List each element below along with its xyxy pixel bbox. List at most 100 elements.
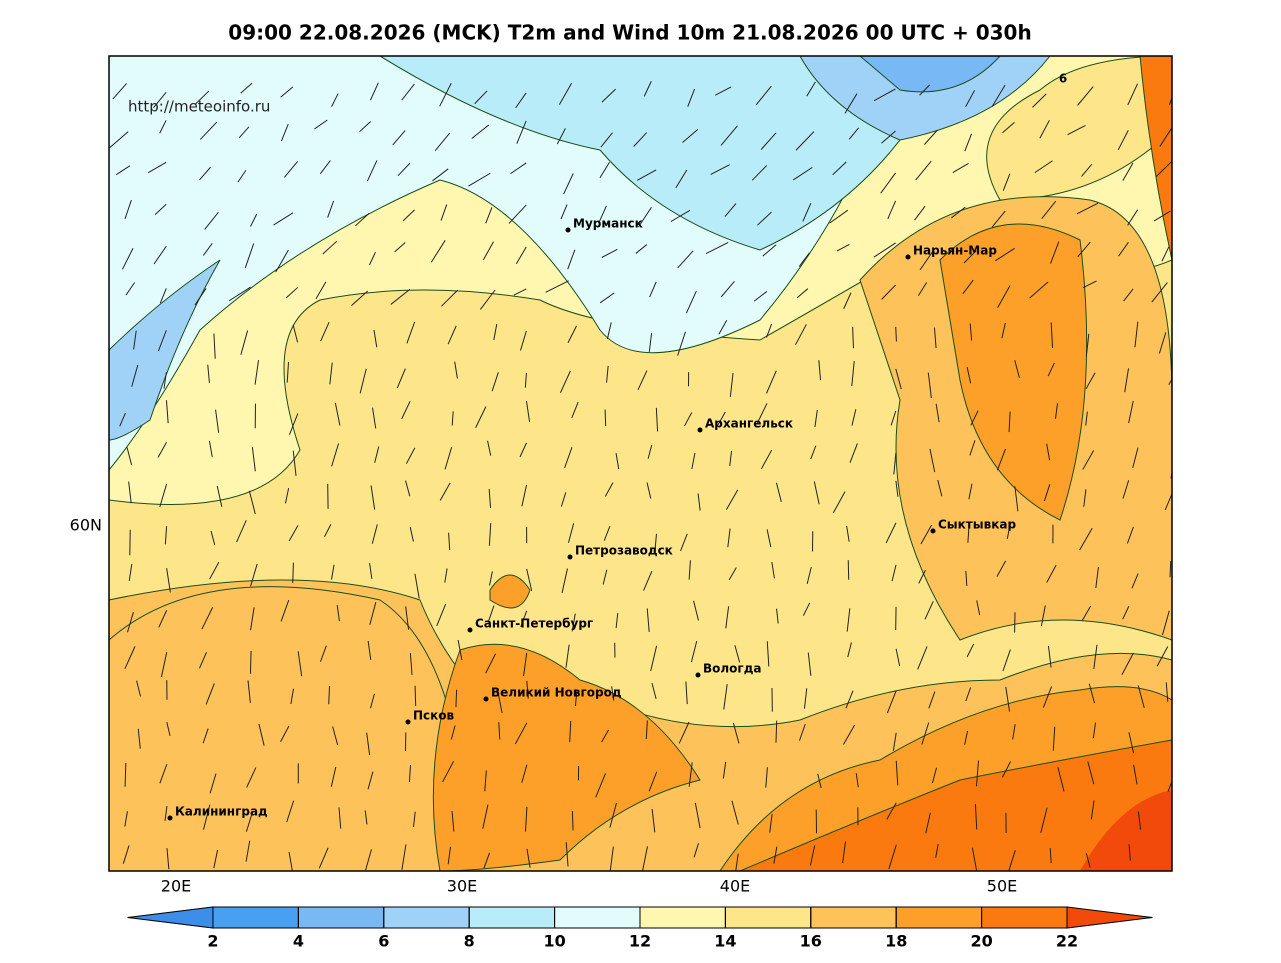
wind-barb [682,129,699,143]
city-label: Мурманск [573,217,643,231]
wind-barb [159,484,168,508]
wind-barb [482,241,494,261]
lat-label: 60N [70,516,102,535]
wind-barb [677,250,694,269]
wind-barb [245,840,251,862]
wind-barb [258,723,265,746]
wind-barb [450,725,456,740]
colorbar-label: 20 [970,932,992,951]
wind-barb [414,573,420,599]
wind-barb [248,490,256,515]
wind-barb [873,88,896,102]
wind-barb [969,440,976,456]
wind-barb [372,407,377,429]
colorbar-band [639,906,726,929]
colorbar-band [895,906,983,929]
wind-barb [718,319,728,335]
wind-barb [1032,93,1047,108]
wind-barb [1085,372,1096,390]
wind-barb [288,851,293,871]
wind-barb [158,609,168,628]
wind-barb [766,323,773,338]
wind-barb [374,446,380,463]
colorbar-label: 14 [714,932,736,951]
wind-barb [885,522,897,544]
wind-barb [439,83,452,107]
wind-barb [1049,848,1052,864]
wind-barb [285,287,299,299]
lon-label: 20E [161,877,191,896]
wind-barb [488,488,492,508]
wind-barb [643,81,652,97]
wind-barb [521,764,528,783]
wind-barb [128,563,133,582]
wind-barb [843,724,856,745]
wind-barb [560,492,567,507]
wind-barb [1169,560,1172,578]
wind-barb [131,364,139,387]
wind-barb [725,606,730,629]
wind-barb [843,292,852,309]
wind-barb [1079,527,1093,551]
wind-barb [195,90,210,105]
wind-barb [601,88,616,103]
wind-barb [1085,411,1088,426]
wind-barb [498,722,501,740]
wind-barb [694,802,701,829]
wind-barb [937,479,943,497]
wind-barb [153,245,167,265]
wind-barb [795,324,807,346]
wind-barb [1050,322,1054,348]
wind-barb [611,686,615,701]
wind-barb [637,370,648,391]
wind-barb [331,93,339,107]
wind-barb [161,652,168,678]
wind-barb [444,447,453,470]
wind-barb [194,288,207,306]
wind-barb [724,203,737,217]
wind-barb [254,360,260,385]
wind-barb [286,800,295,823]
wind-barb [798,723,806,741]
wind-barb [965,90,976,107]
title: 09:00 22.08.2026 (MCK) T2m and Wind 10m … [228,21,1031,45]
wind-barb [635,244,648,254]
wind-barb [929,448,936,473]
wind-barb [1008,411,1011,433]
wind-barb [846,608,851,632]
contour-label: 6 [1059,72,1067,86]
wind-barb [124,199,132,219]
wind-barb [951,206,966,219]
temperature-field [109,56,1172,871]
wind-barb [371,524,378,544]
wind-barb [836,243,850,252]
wind-barb [609,846,614,871]
colorbar-label: 12 [629,932,651,951]
wind-barb [1137,811,1142,830]
wind-barb [525,806,528,832]
wind-barb [1085,333,1090,357]
wind-barb [216,485,223,507]
wind-barb [1088,683,1096,704]
wind-barb [645,720,648,740]
wind-barb [432,168,449,182]
wind-barb [809,845,816,866]
city-label: Вологда [703,662,761,676]
wind-barb [729,450,733,467]
wind-barb [832,161,847,176]
wind-barb [564,447,573,469]
wind-barb [852,326,854,349]
wind-barb [1122,162,1134,181]
wind-barb [442,761,455,783]
wind-barb [215,409,220,433]
wind-barb [1167,779,1172,792]
wind-barb [286,362,289,383]
wind-barb [124,811,128,827]
wind-barb [275,249,289,273]
wind-barb [732,722,740,744]
wind-barb [675,169,688,189]
wind-barb [250,607,255,631]
wind-barb [917,282,928,296]
colorbar-band [383,906,470,929]
wind-barb [693,600,699,621]
